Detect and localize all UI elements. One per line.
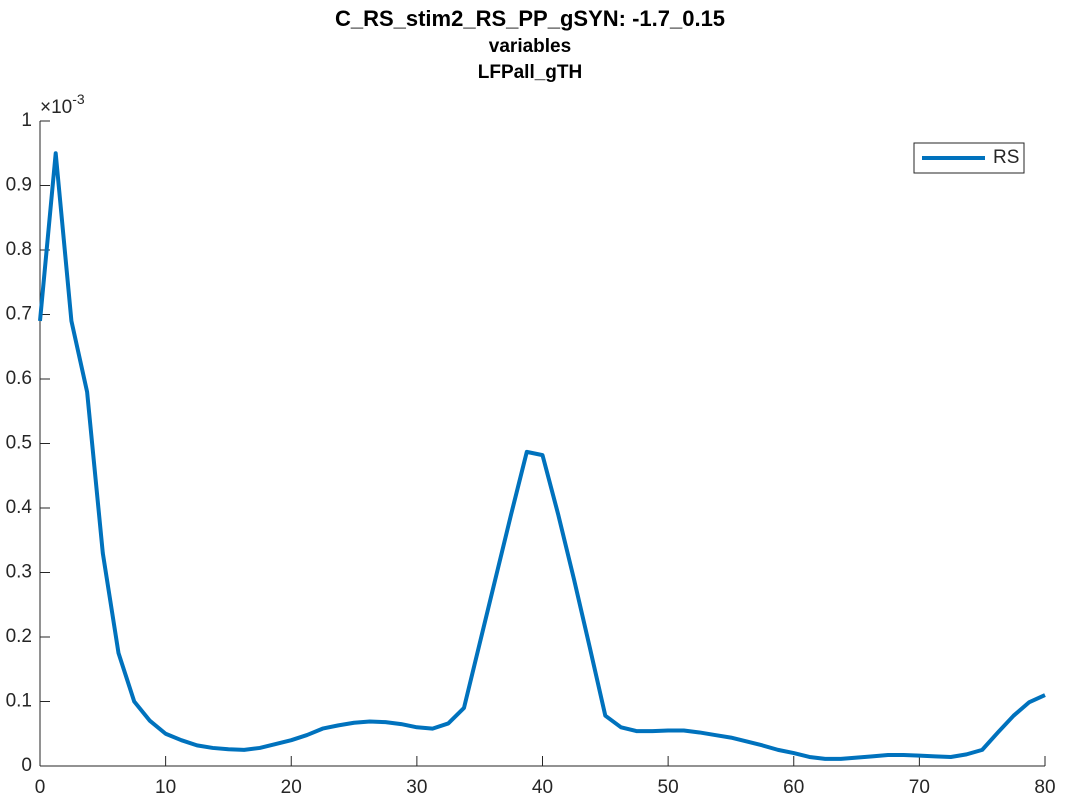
x-tick-label: 40 (532, 777, 553, 798)
y-tick-label: 0.5 (6, 433, 32, 454)
x-tick-label: 80 (1034, 777, 1055, 798)
legend-label: RS (993, 147, 1019, 168)
x-tick-label: 20 (281, 777, 302, 798)
y-tick-label: 1 (21, 110, 32, 131)
chart-subtitle: LFPall_gTH (478, 62, 583, 83)
x-tick-label: 50 (658, 777, 679, 798)
x-tick-label: 10 (155, 777, 176, 798)
y-tick-label: 0.9 (6, 175, 32, 196)
y-tick-label: 0.3 (6, 562, 32, 583)
y-tick-label: 0 (21, 755, 32, 776)
y-tick-label: 0.4 (6, 497, 33, 518)
x-tick-label: 60 (783, 777, 804, 798)
y-tick-label: 0.6 (6, 368, 32, 389)
y-exponent-base: ×10 (40, 97, 72, 118)
y-exponent-power: -3 (72, 91, 85, 107)
y-tick-label: 0.1 (6, 691, 32, 712)
x-tick-label: 70 (909, 777, 930, 798)
y-exponent: ×10-3 (40, 91, 85, 118)
x-tick-label: 30 (406, 777, 427, 798)
chart-subtitle: variables (489, 36, 571, 57)
line-series (38, 151, 1046, 761)
y-tick-label: 0.8 (6, 239, 32, 260)
y-tick-label: 0.7 (6, 304, 32, 325)
x-tick-label: 0 (35, 777, 46, 798)
y-tick-label: 0.2 (6, 626, 32, 647)
chart-title: C_RS_stim2_RS_PP_gSYN: -1.7_0.15 (335, 6, 725, 31)
